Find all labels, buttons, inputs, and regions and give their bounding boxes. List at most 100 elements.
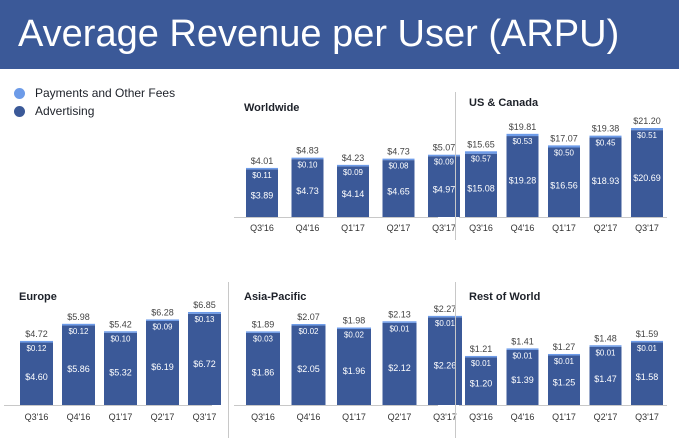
- advertising-value-label: $20.69: [633, 173, 661, 183]
- payments-value-label: $0.01: [389, 324, 410, 333]
- panel-title: US & Canada: [469, 97, 539, 109]
- total-value-label: $1.41: [511, 336, 534, 346]
- total-value-label: $1.98: [343, 316, 366, 326]
- page-title: Average Revenue per User (ARPU): [18, 13, 620, 55]
- total-value-label: $6.85: [193, 300, 216, 310]
- payments-value-label: $0.01: [471, 359, 492, 368]
- advertising-bar: [246, 332, 280, 405]
- advertising-value-label: $16.56: [550, 181, 578, 191]
- total-value-label: $17.07: [550, 133, 578, 143]
- panel-title: Europe: [19, 291, 57, 303]
- payments-bar: [246, 331, 280, 333]
- advertising-value-label: $1.20: [470, 379, 493, 389]
- payments-value-label: $0.50: [554, 148, 575, 157]
- payments-bar: [465, 355, 497, 358]
- legend-label-advertising: Advertising: [35, 104, 95, 118]
- advertising-value-label: $4.65: [387, 186, 410, 196]
- panel-title: Rest of World: [469, 291, 541, 303]
- x-tick-label: Q2'17: [387, 223, 411, 233]
- advertising-bar: [382, 160, 415, 217]
- advertising-bar: [188, 313, 221, 405]
- total-value-label: $1.27: [553, 342, 576, 352]
- total-value-label: $4.72: [25, 329, 48, 339]
- payments-bar: [589, 135, 622, 138]
- chart-asia-pacific: $1.86 $0.03 $1.89 Q3'16 $2.05 $0.02 $2.07 Q4'16…: [234, 304, 462, 422]
- total-value-label: $2.07: [297, 312, 320, 322]
- total-value-label: $4.73: [387, 147, 410, 157]
- advertising-bar: [104, 332, 137, 405]
- payments-bar: [246, 167, 278, 170]
- legend: Payments and Other Fees Advertising: [14, 85, 175, 121]
- advertising-bar: [428, 317, 462, 405]
- total-value-label: $19.81: [509, 122, 537, 132]
- advertising-value-label: $1.86: [252, 368, 275, 378]
- advertising-bar: [428, 156, 460, 217]
- x-tick-label: Q1'17: [342, 412, 366, 422]
- total-value-label: $1.48: [594, 333, 617, 343]
- advertising-value-label: $2.26: [434, 361, 457, 371]
- x-tick-label: Q3'16: [25, 412, 49, 422]
- advertising-value-label: $3.89: [251, 191, 274, 201]
- payments-bar: [631, 128, 663, 131]
- x-tick-label: Q1'17: [552, 223, 576, 233]
- payments-swatch-icon: [14, 87, 25, 99]
- payments-value-label: $0.01: [637, 344, 658, 353]
- advertising-value-label: $4.14: [342, 189, 365, 199]
- payments-value-label: $0.12: [68, 327, 89, 336]
- payments-value-label: $0.03: [253, 334, 274, 343]
- x-tick-label: Q2'17: [388, 412, 412, 422]
- panel-title: Asia-Pacific: [244, 291, 307, 303]
- x-tick-label: Q3'16: [469, 412, 493, 422]
- total-value-label: $15.65: [467, 139, 495, 149]
- total-value-label: $6.28: [151, 307, 174, 317]
- advertising-value-label: $19.28: [509, 176, 537, 186]
- payments-value-label: $0.45: [595, 139, 616, 148]
- payments-bar: [146, 319, 179, 321]
- total-value-label: $21.20: [633, 116, 661, 126]
- total-value-label: $19.38: [592, 124, 620, 134]
- payments-bar: [589, 345, 622, 347]
- x-tick-label: Q2'17: [594, 223, 618, 233]
- payments-value-label: $0.13: [194, 315, 215, 324]
- advertising-bar: [337, 329, 371, 405]
- advertising-bar: [465, 153, 497, 217]
- x-tick-label: Q3'17: [193, 412, 217, 422]
- x-tick-label: Q2'17: [151, 412, 175, 422]
- panel-rest-of-world: Rest of World $1.20 $0.01 $1.21 Q3'16 $1.39 $…: [455, 282, 679, 442]
- x-tick-label: Q4'16: [67, 412, 91, 422]
- advertising-bar: [548, 355, 580, 405]
- advertising-value-label: $2.12: [388, 363, 411, 373]
- payments-bar: [382, 158, 415, 161]
- payments-bar: [428, 154, 460, 157]
- payments-bar: [337, 327, 371, 330]
- advertising-value-label: $6.19: [151, 362, 174, 372]
- x-tick-label: Q3'16: [469, 223, 493, 233]
- legend-item-payments: Payments and Other Fees: [14, 85, 175, 101]
- advertising-bar: [589, 346, 622, 405]
- advertising-value-label: $15.08: [467, 184, 495, 194]
- panel-worldwide: Worldwide $3.89 $0.11 $4.01 Q3'16 $4.73 $0.10…: [230, 90, 460, 240]
- x-tick-label: Q1'17: [341, 223, 365, 233]
- x-tick-label: Q4'16: [511, 223, 535, 233]
- payments-value-label: $0.01: [435, 319, 456, 328]
- divider: [455, 282, 456, 438]
- x-tick-label: Q3'16: [250, 223, 274, 233]
- payments-bar: [188, 312, 221, 314]
- payments-bar: [62, 323, 95, 326]
- advertising-value-label: $1.58: [636, 372, 659, 382]
- chart-europe: $4.60 $0.12 $4.72 Q3'16 $5.86 $0.12 $5.98 Q4'16…: [4, 300, 221, 422]
- x-tick-label: Q1'17: [552, 412, 576, 422]
- total-value-label: $2.27: [434, 304, 457, 314]
- advertising-bar: [382, 322, 417, 405]
- advertising-bar: [548, 147, 580, 217]
- payments-value-label: $0.01: [595, 348, 616, 357]
- payments-value-label: $0.09: [343, 168, 364, 177]
- payments-value-label: $0.02: [298, 327, 319, 336]
- payments-bar: [631, 340, 663, 343]
- legend-item-advertising: Advertising: [14, 103, 175, 119]
- advertising-value-label: $18.93: [592, 176, 620, 186]
- payments-bar: [465, 151, 497, 154]
- total-value-label: $5.98: [67, 312, 90, 322]
- x-tick-label: Q4'16: [297, 412, 321, 422]
- total-value-label: $1.59: [636, 329, 659, 339]
